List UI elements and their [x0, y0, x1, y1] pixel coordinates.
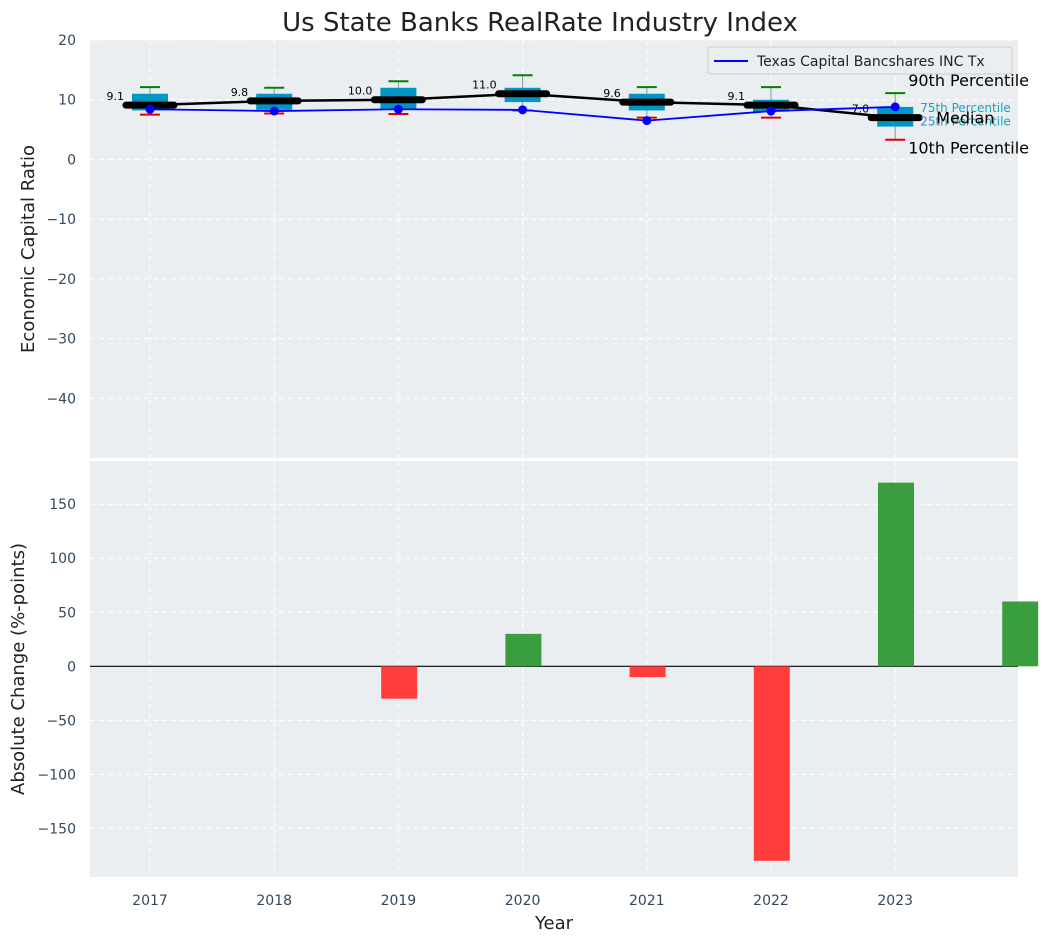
median-trend-line	[149, 92, 896, 119]
bottom-y-axis-label: Absolute Change (%-points)	[8, 543, 29, 795]
change-bar-2020	[629, 666, 666, 678]
company-point-2021	[642, 116, 652, 126]
annotation-p90: 90th Percentile	[908, 71, 1029, 90]
x-axis-label: Year	[534, 913, 574, 934]
change-bar-2018	[381, 666, 418, 699]
bottom-y-tick-label: 150	[49, 497, 76, 513]
top-y-tick-label: −40	[46, 391, 76, 407]
company-point-2022	[766, 106, 776, 116]
x-tick-label: 2019	[381, 893, 417, 909]
bottom-y-tick-label: 50	[58, 605, 76, 621]
top-y-tick-label: 20	[58, 33, 76, 49]
change-bar-2019	[505, 633, 542, 667]
legend: Texas Capital Bancshares INC Tx	[707, 46, 1013, 75]
annotation-median: Median	[936, 109, 994, 128]
top-y-axis-label: Economic Capital Ratio	[18, 145, 39, 353]
x-tick-label: 2023	[877, 893, 913, 909]
median-value-label: 9.1	[107, 90, 125, 103]
change-bar-2021	[753, 666, 790, 861]
x-tick-label: 2021	[629, 893, 665, 909]
bottom-y-axis: 150 100 50 0 −50 −100 −150	[38, 497, 76, 837]
top-y-axis: 20 10 0 −10 −20 −30 −40	[46, 33, 76, 407]
line-series-group	[145, 92, 900, 126]
x-tick-label: 2018	[256, 893, 292, 909]
median-value-label: 11.0	[472, 79, 497, 92]
company-point-2018	[269, 106, 279, 116]
x-tick-label: 2020	[505, 893, 541, 909]
company-point-2020	[518, 105, 528, 115]
annotation-p25: 25th Percentile	[920, 115, 1011, 129]
bottom-y-tick-label: 0	[67, 659, 76, 675]
median-value-label: 9.1	[728, 90, 746, 103]
bottom-y-tick-label: −100	[38, 767, 76, 783]
change-bar-2022	[878, 482, 914, 667]
x-axis: 2017 2018 2019 2020 2021 2022 2023	[132, 893, 913, 909]
top-y-tick-label: −30	[46, 332, 76, 348]
bottom-y-tick-label: 100	[49, 551, 76, 567]
top-y-tick-label: −10	[46, 212, 76, 228]
bottom-panel-background	[90, 461, 1018, 877]
company-point-2019	[393, 104, 403, 114]
median-value-label: 7.0	[852, 103, 870, 116]
chart-title: Us State Banks RealRate Industry Index	[282, 8, 798, 38]
bottom-y-tick-label: −150	[38, 821, 76, 837]
company-point-2023	[890, 102, 900, 112]
median-value-label: 9.8	[231, 86, 249, 99]
annotation-p10: 10th Percentile	[908, 139, 1029, 158]
change-bars-group	[381, 482, 1039, 861]
x-tick-label: 2017	[132, 893, 168, 909]
company-point-2017	[145, 104, 155, 114]
top-grid	[90, 39, 1018, 458]
annotation-p75: 75th Percentile	[920, 101, 1011, 115]
top-y-tick-label: −20	[46, 272, 76, 288]
x-tick-label: 2022	[753, 893, 789, 909]
top-y-tick-label: 10	[58, 93, 76, 109]
bottom-y-tick-label: −50	[46, 713, 76, 729]
change-bar-2023	[1002, 601, 1039, 667]
top-panel-background	[90, 40, 1018, 458]
top-y-tick-label: 0	[67, 152, 76, 168]
median-value-label: 9.6	[603, 87, 621, 100]
legend-frame	[707, 46, 1013, 75]
legend-label: Texas Capital Bancshares INC Tx	[756, 54, 985, 70]
median-value-label: 10.0	[348, 85, 373, 98]
